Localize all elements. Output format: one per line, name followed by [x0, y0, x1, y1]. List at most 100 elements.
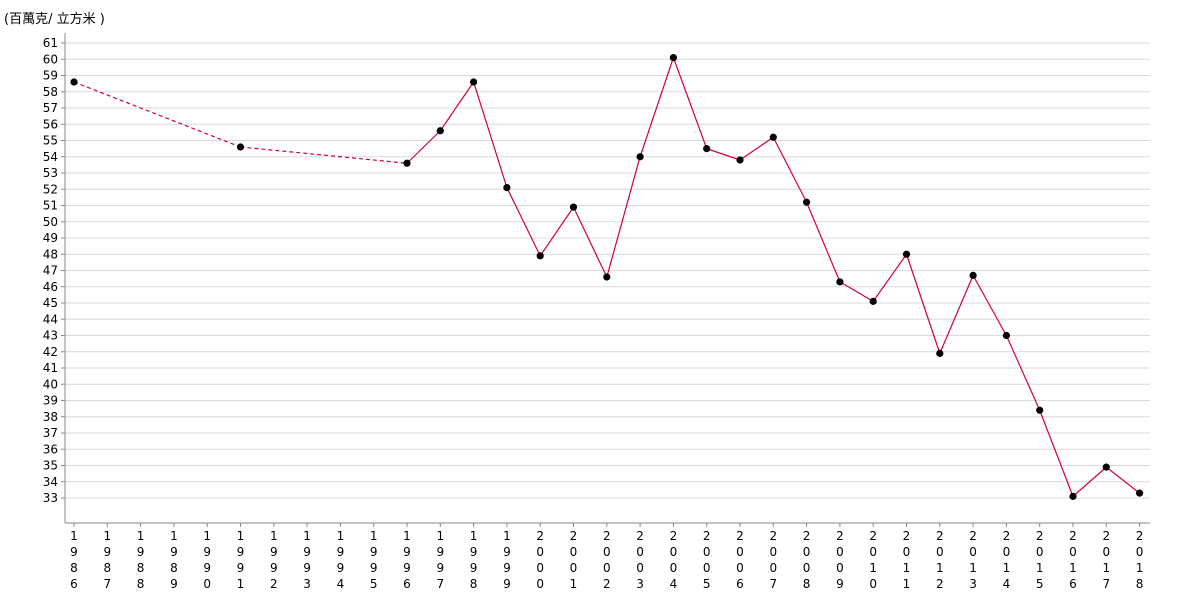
series-segment-2010-2011	[872, 253, 907, 302]
data-point-2005	[703, 145, 711, 153]
data-point-1986	[70, 78, 78, 86]
series-segment-1996-1997	[406, 130, 441, 164]
data-point-2001	[569, 203, 578, 211]
series-segment-1998-1999	[473, 81, 508, 188]
series-segment-2001-2002	[572, 206, 608, 278]
y-axis-unit-label: (百萬克/ 立方米 )	[4, 12, 105, 27]
series-segment-2012-2013	[939, 275, 974, 354]
y-tick-label-42: 42	[43, 345, 58, 359]
y-tick-label-58: 58	[43, 85, 58, 99]
y-tick-label-44: 44	[43, 312, 58, 326]
data-point-2002	[603, 273, 611, 281]
y-tick-label-54: 54	[43, 150, 58, 164]
data-point-2000	[536, 252, 544, 260]
series-segment-2014-2015	[1005, 335, 1041, 411]
data-point-1999	[503, 184, 511, 192]
y-tick-label-45: 45	[43, 296, 58, 310]
series-segment-2000-2001	[539, 206, 574, 257]
y-tick-label-37: 37	[43, 426, 58, 440]
y-tick-label-48: 48	[43, 247, 58, 261]
series-segment-1991-1996	[240, 146, 408, 164]
data-point-2014	[1002, 331, 1011, 340]
y-tick-label-40: 40	[43, 377, 58, 391]
series-lines	[73, 57, 1140, 497]
data-point-2007	[769, 133, 777, 141]
y-tick-label-38: 38	[43, 410, 58, 424]
data-point-1996	[403, 159, 411, 167]
y-tick-label-59: 59	[43, 69, 58, 83]
data-point-2009	[836, 278, 844, 286]
series-segment-1997-1998	[439, 81, 475, 132]
series-segment-2003-2004	[639, 57, 674, 157]
y-tick-label-33: 33	[43, 491, 58, 505]
data-point-2012	[936, 349, 944, 357]
grid-lines	[65, 42, 1150, 499]
y-tick-label-53: 53	[43, 166, 58, 180]
data-point-2004	[669, 54, 678, 62]
data-point-2003	[636, 153, 644, 161]
y-tick-label-50: 50	[43, 215, 58, 229]
data-point-2018	[1136, 489, 1144, 497]
y-tick-label-55: 55	[43, 134, 58, 148]
series-segment-2011-2012	[905, 254, 941, 354]
y-tick-label-47: 47	[43, 264, 58, 278]
axes	[61, 33, 1150, 527]
y-tick-label-41: 41	[43, 361, 58, 375]
data-point-2017	[1102, 463, 1110, 471]
series-points	[70, 54, 1144, 500]
series-segment-2017-2018	[1105, 466, 1140, 494]
series-segment-2015-2016	[1039, 410, 1074, 497]
series-segment-2005-2006	[706, 148, 741, 161]
y-tick-label-46: 46	[43, 280, 58, 294]
y-tick-label-36: 36	[43, 442, 58, 456]
series-segment-2007-2008	[772, 136, 808, 203]
y-tick-label-60: 60	[43, 52, 58, 66]
series-segment-2013-2014	[972, 275, 1007, 336]
data-point-2011	[902, 250, 911, 258]
y-tick-label-51: 51	[43, 199, 58, 213]
data-point-2013	[969, 271, 977, 279]
data-point-1998	[470, 78, 478, 86]
series-segment-2008-2009	[806, 202, 841, 283]
series-segment-2006-2007	[739, 136, 774, 161]
series-segment-2009-2010	[839, 281, 874, 302]
y-tick-label-35: 35	[43, 459, 58, 473]
y-tick-labels: 33 34 35 36 37 38 39 40 41 42 43 44 45 46 47 48 49 50 51 52…	[43, 36, 58, 505]
data-point-2008	[803, 198, 811, 206]
y-tick-label-34: 34	[43, 475, 58, 489]
series-segment-1999-2000	[506, 187, 541, 257]
y-tick-label-52: 52	[43, 182, 58, 196]
y-tick-label-61: 61	[43, 36, 58, 50]
series-segment-2016-2017	[1072, 466, 1107, 497]
series-segment-2002-2003	[606, 156, 641, 278]
series-segment-1986-1991	[73, 81, 241, 148]
